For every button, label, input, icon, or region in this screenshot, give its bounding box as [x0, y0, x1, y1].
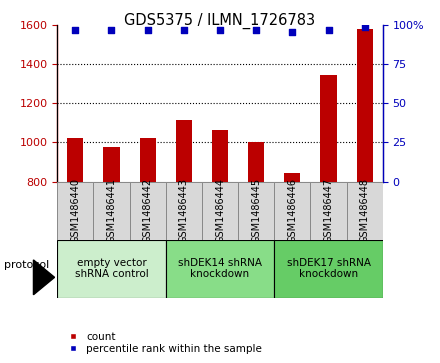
Text: GSM1486443: GSM1486443 [179, 178, 189, 243]
Bar [320, 75, 337, 182]
Text: protocol: protocol [4, 260, 50, 270]
Text: GSM1486447: GSM1486447 [323, 178, 334, 243]
Text: GDS5375 / ILMN_1726783: GDS5375 / ILMN_1726783 [125, 13, 315, 29]
Text: GSM1486441: GSM1486441 [106, 178, 117, 243]
Point [289, 29, 296, 34]
Polygon shape [33, 260, 55, 295]
Bar [57, 182, 93, 240]
Text: shDEK17 shRNA
knockdown: shDEK17 shRNA knockdown [286, 258, 370, 280]
Bar [93, 182, 129, 240]
Point [144, 27, 151, 33]
Text: shDEK14 shRNA
knockdown: shDEK14 shRNA knockdown [178, 258, 262, 280]
Legend: count, percentile rank within the sample: count, percentile rank within the sample [58, 328, 266, 358]
Text: GSM1486445: GSM1486445 [251, 178, 261, 243]
Bar [238, 182, 274, 240]
Point [108, 27, 115, 33]
Bar [166, 240, 274, 298]
Point [325, 27, 332, 33]
Text: GSM1486444: GSM1486444 [215, 178, 225, 243]
Bar [166, 182, 202, 240]
Bar [274, 240, 383, 298]
Bar [274, 182, 311, 240]
Bar [139, 138, 156, 182]
Bar [129, 182, 166, 240]
Point [253, 27, 260, 33]
Bar [212, 130, 228, 182]
Point [72, 27, 79, 33]
Bar [248, 142, 264, 182]
Text: GSM1486442: GSM1486442 [143, 178, 153, 243]
Text: GSM1486448: GSM1486448 [360, 178, 370, 243]
Text: empty vector
shRNA control: empty vector shRNA control [75, 258, 148, 280]
Point [361, 24, 368, 30]
Text: GSM1486440: GSM1486440 [70, 178, 80, 243]
Bar [103, 147, 120, 182]
Bar [347, 182, 383, 240]
Bar [311, 182, 347, 240]
Bar [356, 29, 373, 181]
Bar [202, 182, 238, 240]
Bar [67, 138, 84, 182]
Text: GSM1486446: GSM1486446 [287, 178, 297, 243]
Bar [57, 240, 166, 298]
Bar [284, 173, 301, 182]
Point [216, 27, 224, 33]
Point [180, 27, 187, 33]
Bar [176, 120, 192, 182]
